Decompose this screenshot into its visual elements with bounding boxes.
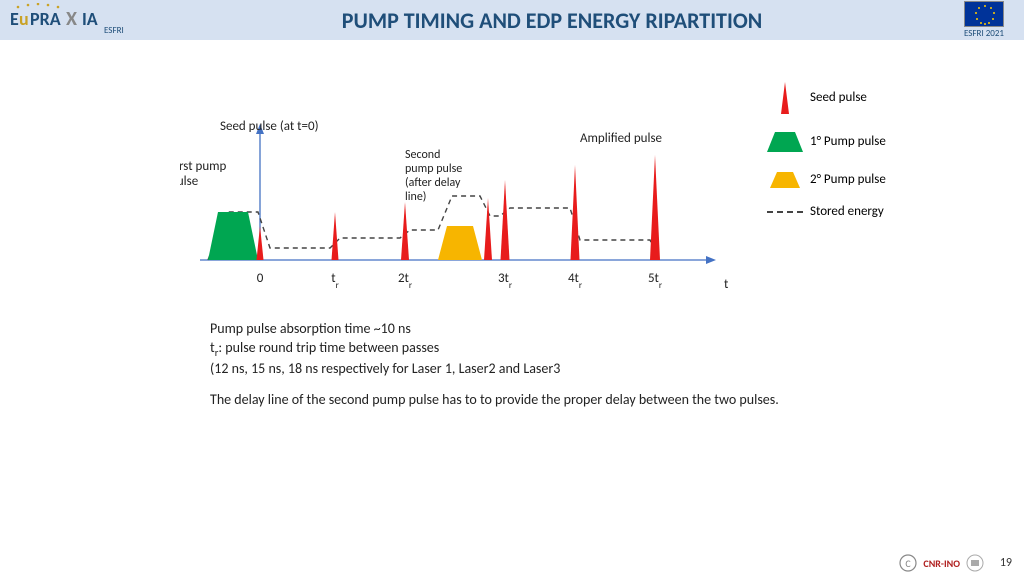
legend-row-0: Seed pulse	[760, 80, 990, 114]
svg-text:E: E	[10, 8, 19, 30]
eu-flag-block: ESFRI 2021	[954, 1, 1014, 39]
first-pump-pulse-shape	[208, 212, 258, 260]
footer-logos: C CNR-INO	[899, 554, 984, 572]
legend-row-2: 2° Pump pulse	[760, 168, 990, 190]
tick-label-1: tr	[331, 271, 339, 291]
legend-icon-spike	[760, 80, 810, 114]
timing-diagram: 0 tr 2tr 3tr 4tr 5tr t Seed pulse (at t=0) First…	[180, 80, 740, 310]
amplified-label: Amplified pulse	[580, 131, 662, 146]
legend-icon-trap_y	[760, 168, 810, 190]
tick-label-3: 3tr	[498, 271, 512, 291]
pulse-spike-4	[501, 180, 510, 260]
tick-label-5: 5tr	[648, 271, 662, 291]
body-text: Pump pulse absorption time ~10 ns tr: pu…	[210, 320, 910, 422]
seed-label: Seed pulse (at t=0)	[220, 119, 319, 134]
cnr-ino-label: CNR-INO	[923, 557, 960, 570]
pulse-spike-6	[650, 155, 660, 260]
legend-icon-trap_g	[760, 128, 810, 154]
legend-icon-dash	[760, 207, 810, 217]
stored-energy-curve	[208, 196, 660, 260]
second-pump-label-3: line)	[405, 190, 426, 204]
page-number: 19	[1000, 556, 1012, 570]
second-pump-label-1: pump pulse	[405, 162, 462, 176]
legend-label-0: Seed pulse	[810, 90, 867, 105]
first-pump-label-1: First pump	[180, 159, 227, 174]
esfri-sub: ESFRI	[104, 25, 124, 36]
header-bar: E u PRA X IA ESFRI PUMP TIMING AND EDP E…	[0, 0, 1024, 40]
svg-text:C: C	[906, 557, 912, 570]
svg-text:u: u	[19, 8, 29, 30]
body-line3: (12 ns, 15 ns, 18 ns respectively for La…	[210, 360, 560, 377]
esfri-year: ESFRI 2021	[964, 28, 1004, 39]
page-title: PUMP TIMING AND EDP ENERGY RIPARTITION	[150, 7, 954, 34]
tick-label-2: 2tr	[398, 271, 412, 291]
legend-label-2: 2° Pump pulse	[810, 172, 886, 187]
x-axis-arrow	[706, 256, 716, 264]
eu-flag-icon	[964, 1, 1004, 27]
second-pump-pulse-shape	[438, 226, 482, 260]
legend: Seed pulse 1° Pump pulse 2° Pump pulse Stor…	[760, 80, 990, 233]
tick-label-0: 0	[257, 271, 264, 286]
pulse-spike-0	[257, 226, 264, 260]
svg-text:PRA: PRA	[30, 8, 61, 30]
pulse-spike-1	[332, 212, 339, 260]
first-pump-label-2: pulse	[180, 174, 198, 189]
t-axis-label: t	[724, 277, 729, 292]
body-line2b: : pulse round trip time between passes	[218, 339, 439, 356]
legend-row-3: Stored energy	[760, 204, 990, 219]
body-line1: Pump pulse absorption time ~10 ns	[210, 320, 411, 337]
legend-row-1: 1° Pump pulse	[760, 128, 990, 154]
svg-text:IA: IA	[82, 8, 98, 30]
body-p2: The delay line of the second pump pulse …	[210, 391, 910, 410]
tick-label-4: 4tr	[568, 271, 582, 291]
svg-text:X: X	[66, 7, 77, 31]
second-pump-label-2: (after delay	[405, 176, 461, 190]
logo-eupraxia: E u PRA X IA ESFRI	[10, 2, 150, 38]
second-pump-label-0: Second	[405, 148, 440, 162]
legend-label-3: Stored energy	[810, 204, 884, 219]
legend-label-1: 1° Pump pulse	[810, 134, 886, 149]
